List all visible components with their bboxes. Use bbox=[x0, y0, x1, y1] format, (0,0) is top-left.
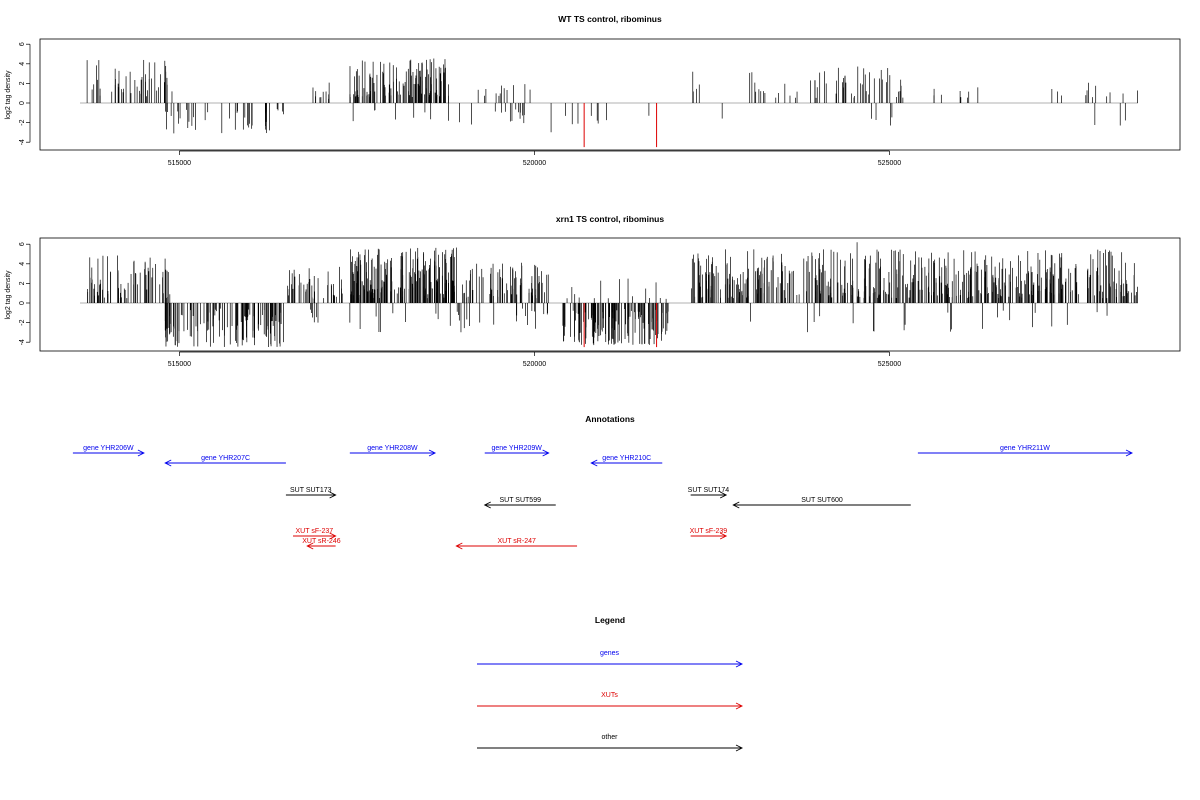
arrow-head bbox=[732, 501, 740, 509]
arrow-head bbox=[329, 532, 337, 540]
wt-track-panel: WT TS control, ribominus log2 tag densit… bbox=[5, 14, 1181, 167]
xrn1-y-axis: -4 -2 0 2 4 6 bbox=[19, 242, 31, 345]
legend-label: other bbox=[602, 734, 619, 741]
xrn1-x-axis: 515000 520000 525000 bbox=[168, 351, 901, 368]
y-tick-label: -2 bbox=[19, 319, 26, 325]
annotation-feature: XUT sF-237 bbox=[293, 528, 337, 540]
xrn1-track-ylabel: log2 tag density bbox=[5, 270, 12, 320]
arrow-head bbox=[455, 542, 463, 550]
arrow-head bbox=[1125, 449, 1134, 457]
annotation-feature: SUT SUT600 bbox=[732, 497, 911, 509]
feature-label: gene YHR208W bbox=[367, 445, 418, 452]
annotation-feature: gene YHR209W bbox=[484, 445, 550, 457]
arrow-head bbox=[719, 491, 728, 499]
wt-x-axis: 515000 520000 525000 bbox=[168, 150, 901, 167]
feature-label: SUT SUT174 bbox=[688, 487, 730, 494]
annotation-feature: gene YHR210C bbox=[590, 455, 663, 467]
feature-label: SUT SUT599 bbox=[499, 497, 541, 504]
x-tick-label: 515000 bbox=[168, 361, 191, 368]
y-tick-label: -4 bbox=[19, 139, 26, 145]
legend-label: genes bbox=[600, 650, 620, 657]
wt-track-ylabel: log2 tag density bbox=[5, 70, 12, 120]
feature-label: gene YHR206W bbox=[83, 445, 134, 452]
xrn1-bars bbox=[80, 242, 1138, 348]
annotation-feature: SUT SUT599 bbox=[483, 497, 556, 509]
x-tick-label: 520000 bbox=[523, 160, 546, 167]
legend: genes XUTs other bbox=[477, 650, 744, 752]
arrow-head bbox=[719, 532, 728, 540]
legend-label: XUTs bbox=[601, 692, 618, 699]
feature-label: XUT sF-239 bbox=[690, 528, 728, 535]
annotation-feature: XUT sF-239 bbox=[690, 528, 728, 540]
arrow-head bbox=[542, 449, 550, 457]
arrow-head bbox=[590, 459, 598, 467]
arrow-head bbox=[329, 491, 337, 499]
wt-bars bbox=[80, 58, 1138, 148]
y-tick-label: 0 bbox=[19, 301, 26, 305]
x-tick-label: 515000 bbox=[168, 160, 191, 167]
legend-item: genes bbox=[477, 650, 744, 668]
arrow-head bbox=[735, 660, 744, 668]
annotation-feature: XUT sR-246 bbox=[302, 538, 341, 550]
arrow-head bbox=[735, 744, 744, 752]
annotation-feature: gene YHR207C bbox=[164, 455, 286, 467]
annotation-feature: gene YHR206W bbox=[72, 445, 145, 457]
arrow-head bbox=[428, 449, 437, 457]
y-tick-label: 4 bbox=[19, 262, 26, 266]
y-tick-label: -2 bbox=[19, 119, 26, 125]
annotation-feature: SUT SUT173 bbox=[285, 487, 337, 499]
legend-item: other bbox=[477, 734, 744, 752]
annotation-feature: XUT sR-247 bbox=[455, 538, 578, 550]
feature-label: SUT SUT173 bbox=[290, 487, 332, 494]
feature-label: XUT sR-246 bbox=[302, 538, 340, 545]
annotation-feature: SUT SUT174 bbox=[688, 487, 730, 499]
xrn1-plot-frame bbox=[39, 237, 1181, 352]
arrow-head bbox=[306, 542, 314, 550]
y-tick-label: 6 bbox=[19, 42, 26, 46]
feature-label: gene YHR207C bbox=[201, 455, 250, 462]
xrn1-track-panel: xrn1 TS control, ribominus log2 tag dens… bbox=[5, 214, 1181, 368]
y-tick-label: 6 bbox=[19, 242, 26, 246]
wt-plot-frame bbox=[39, 38, 1181, 151]
feature-label: gene YHR209W bbox=[491, 445, 542, 452]
wt-track-title: WT TS control, ribominus bbox=[558, 14, 662, 24]
wt-y-axis: -4 -2 0 2 4 6 bbox=[19, 42, 31, 145]
feature-label: gene YHR210C bbox=[602, 455, 651, 462]
feature-label: XUT sR-247 bbox=[497, 538, 535, 545]
x-tick-label: 520000 bbox=[523, 361, 546, 368]
annotation-feature: gene YHR208W bbox=[349, 445, 437, 457]
annotation-feature: gene YHR211W bbox=[917, 445, 1134, 457]
feature-label: SUT SUT600 bbox=[801, 497, 843, 504]
legend-title: Legend bbox=[595, 615, 625, 625]
arrow-head bbox=[735, 702, 744, 710]
y-tick-label: -4 bbox=[19, 339, 26, 345]
xrn1-track-title: xrn1 TS control, ribominus bbox=[556, 214, 664, 224]
legend-item: XUTs bbox=[477, 692, 744, 710]
feature-label: gene YHR211W bbox=[1000, 445, 1050, 452]
x-tick-label: 525000 bbox=[878, 160, 901, 167]
y-tick-label: 2 bbox=[19, 281, 26, 285]
annotation-features: gene YHR206W gene YHR207C gene YHR208W gene… bbox=[72, 445, 1134, 550]
arrow-head bbox=[137, 449, 145, 457]
feature-label: XUT sF-237 bbox=[296, 528, 334, 535]
annotations-title: Annotations bbox=[585, 414, 635, 424]
arrow-head bbox=[164, 459, 172, 467]
x-tick-label: 525000 bbox=[878, 361, 901, 368]
y-tick-label: 4 bbox=[19, 62, 26, 66]
y-tick-label: 0 bbox=[19, 101, 26, 105]
y-tick-label: 2 bbox=[19, 81, 26, 85]
arrow-head bbox=[483, 501, 491, 509]
